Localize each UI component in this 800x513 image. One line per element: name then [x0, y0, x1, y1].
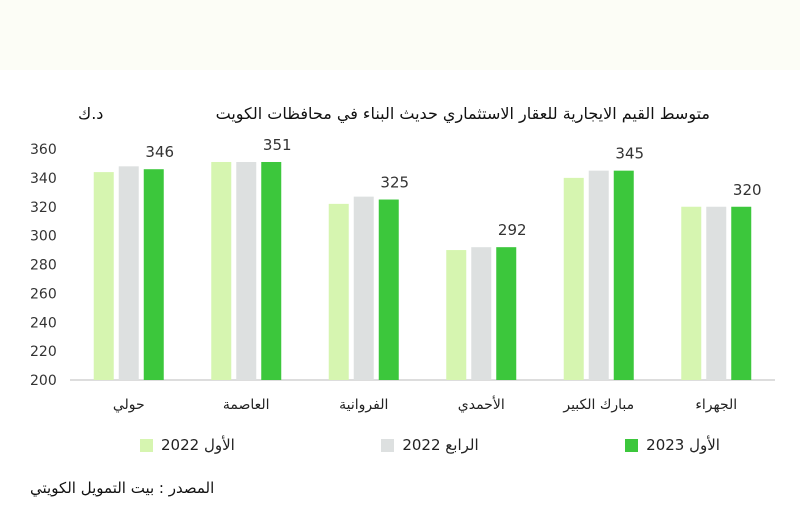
chart-title: متوسط القيم الايجارية للعقار الاستثماري …	[215, 104, 710, 123]
legend-item-series-1: الأول 2022	[140, 436, 235, 454]
bar	[563, 177, 584, 380]
bar	[211, 161, 232, 380]
y-tick-label: 320	[30, 200, 57, 216]
bar	[706, 206, 727, 380]
y-tick-label: 340	[30, 171, 57, 187]
bar	[143, 169, 164, 380]
x-tick-label: العاصمة	[223, 397, 270, 413]
data-label: 345	[615, 145, 644, 163]
data-label: 325	[380, 174, 409, 192]
legend-label-series-3: الأول 2023	[646, 436, 720, 454]
y-tick-label: 260	[30, 286, 57, 302]
source-note: المصدر : بيت التمويل الكويتي	[30, 479, 215, 497]
bar	[328, 203, 349, 380]
x-tick-label: الأحمدي	[458, 395, 505, 413]
bar	[236, 161, 257, 380]
legend-item-series-2: الرابع 2022	[381, 436, 479, 454]
bar	[261, 161, 282, 380]
data-label: 320	[733, 181, 762, 199]
legend-swatch-series-2	[381, 438, 395, 452]
y-tick-label: 220	[30, 344, 57, 360]
x-tick-label: مبارك الكبير	[562, 397, 634, 413]
bar	[446, 250, 467, 380]
bar	[353, 196, 374, 380]
y-axis-unit-label: د.ك	[78, 104, 104, 123]
legend-label-series-2: الرابع 2022	[402, 436, 479, 454]
y-tick-label: 360	[30, 142, 57, 158]
data-label: 292	[498, 221, 527, 239]
bar	[496, 247, 517, 380]
chart-legend: الأول 2022 الرابع 2022 الأول 2023	[140, 433, 720, 457]
data-label: 346	[145, 143, 174, 161]
bar	[378, 199, 399, 380]
x-tick-label: الفروانية	[339, 397, 388, 413]
bar	[118, 166, 139, 380]
legend-label-series-1: الأول 2022	[161, 436, 235, 454]
x-tick-label: حولي	[113, 397, 145, 413]
legend-swatch-series-1	[140, 438, 153, 452]
bar	[93, 172, 114, 380]
bar	[613, 170, 634, 380]
y-tick-label: 300	[30, 229, 57, 245]
bar	[588, 170, 609, 380]
header-band	[0, 0, 800, 70]
y-tick-label: 200	[30, 373, 57, 389]
x-tick-label: الجهراء	[695, 397, 737, 413]
bar	[471, 247, 492, 380]
y-tick-label: 240	[30, 315, 57, 331]
y-tick-label: 280	[30, 258, 57, 274]
bar	[681, 206, 702, 380]
data-label: 351	[263, 136, 292, 154]
legend-item-series-3: الأول 2023	[625, 436, 720, 454]
bar	[731, 206, 752, 380]
legend-swatch-series-3	[625, 438, 639, 452]
